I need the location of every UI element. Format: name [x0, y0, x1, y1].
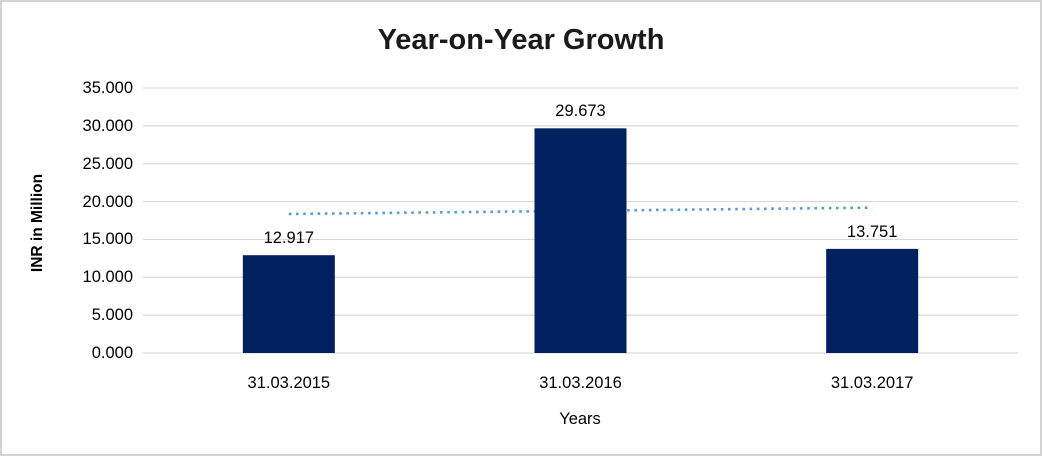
bar — [242, 255, 335, 353]
y-tick-label: 20.000 — [82, 192, 133, 211]
y-tick-label: 5.000 — [91, 306, 133, 325]
bar-data-label: 13.751 — [846, 222, 898, 241]
y-tick-label: 0.000 — [91, 344, 133, 362]
y-tick-label: 25.000 — [82, 154, 133, 173]
y-tick-label: 35.000 — [82, 79, 133, 97]
chart-title: Year-on-Year Growth — [377, 24, 665, 56]
x-axis-title: Years — [559, 410, 601, 428]
bar — [534, 128, 627, 353]
x-category-label: 31.03.2016 — [539, 374, 622, 392]
y-tick-label: 10.000 — [82, 268, 133, 287]
x-category-label: 31.03.2015 — [247, 374, 331, 392]
y-tick-label: 30.000 — [82, 116, 133, 135]
bar-data-label: 12.917 — [263, 229, 315, 248]
y-tick-label: 15.000 — [82, 230, 133, 249]
bar-data-label: 29.673 — [555, 102, 606, 121]
bar — [826, 248, 919, 353]
x-category-label: 31.03.2017 — [830, 374, 914, 392]
